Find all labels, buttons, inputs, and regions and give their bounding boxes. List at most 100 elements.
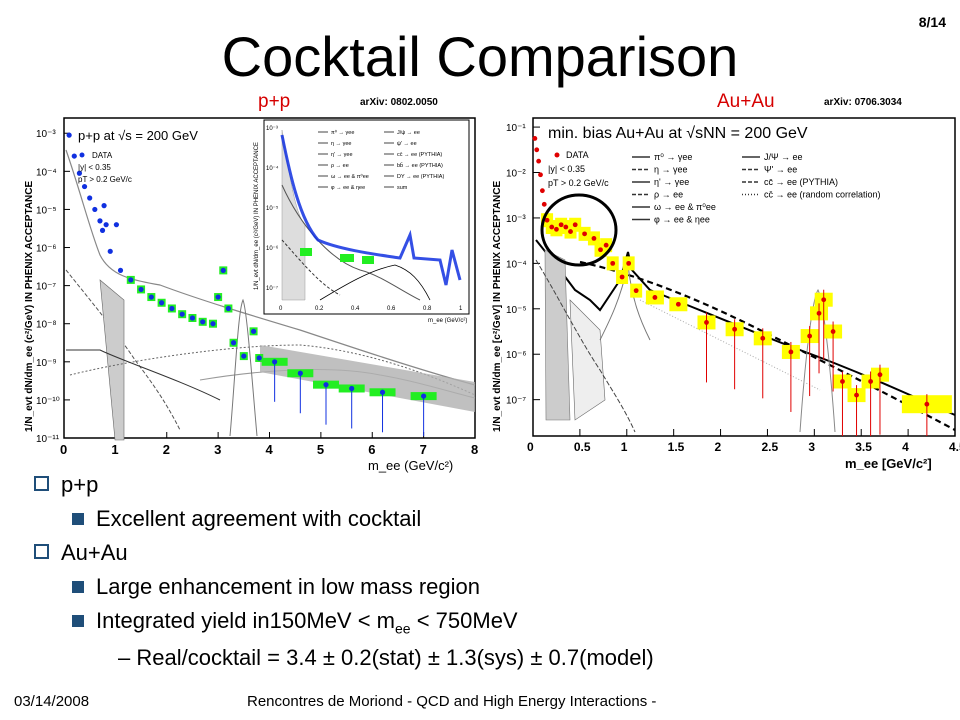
pp-insert-x-tick-label: 0	[279, 306, 283, 312]
auau-data-point	[821, 297, 827, 303]
pp-insert-data	[280, 134, 462, 286]
pp-legend-pt: pT > 0.2 GeV/c	[78, 175, 132, 184]
pp-data-point	[241, 353, 247, 359]
filled-square-bullet-icon	[72, 513, 84, 525]
open-square-bullet-icon	[34, 476, 49, 491]
pp-jpsi-curve	[229, 298, 258, 437]
auau-legend-label: Ψ' → ee	[764, 165, 797, 175]
auau-data-point	[732, 326, 738, 332]
page-number: 8/14	[918, 14, 946, 30]
pp-data-point	[215, 294, 221, 300]
pp-insert-legend-label: bb̄ → ee (PYTHIA)	[397, 162, 443, 169]
auau-data-point	[539, 188, 545, 194]
low-mass-circle	[540, 193, 618, 267]
pp-legend-data: DATA	[92, 151, 113, 160]
bullet-auau-sub2: Integrated yield in150MeV < mee < 750MeV	[72, 608, 518, 636]
pp-data-point	[179, 311, 185, 317]
pp-ylabel: 1/N_evt dN/dm_ee (c²/GeV) IN PHENIX ACCE…	[24, 181, 35, 432]
auau-legend-title: min. bias Au+Au at √sNN = 200 GeV	[548, 125, 808, 142]
auau-legend-y: |y| < 0.35	[548, 164, 585, 174]
pp-y-tick-label: 10⁻⁹	[36, 358, 57, 369]
auau-x-tick-label: 2	[715, 440, 722, 454]
pp-insert-x-tick-label: 0.6	[387, 306, 396, 312]
auau-x-tick-label: 0.5	[574, 440, 591, 454]
auau-data-point	[534, 147, 540, 153]
auau-data-point	[854, 392, 859, 398]
auau-random-curve	[639, 299, 821, 391]
pp-tag: p+p	[258, 91, 291, 112]
pp-data-point	[379, 389, 386, 395]
pp-data-point	[220, 267, 226, 273]
auau-x-tick-label: 3	[808, 440, 815, 454]
auau-y-tick-label: 10⁻⁷	[506, 396, 526, 407]
pp-eta-curve	[65, 269, 181, 431]
auau-arxiv: arXiv: 0706.3034	[824, 97, 902, 108]
auau-data-point	[924, 401, 930, 407]
bullet-auau-sub3-text: – Real/cocktail = 3.4 ± 0.2(stat) ± 1.3(…	[118, 645, 654, 670]
auau-data-point	[591, 235, 597, 241]
pp-data-point	[272, 359, 278, 365]
pp-insert-legend: π⁰ → γee η → γee η' → γee ρ → ee ω → ee & π⁰…	[318, 129, 444, 191]
auau-legend-pt: pT > 0.2 GeV/c	[548, 178, 609, 188]
bullet-auau-sub2-subscript: ee	[395, 620, 411, 637]
pp-data-point	[99, 227, 106, 233]
auau-legend-label: ω → ee & π⁰ee	[654, 202, 716, 212]
bullet-pp: p+p	[34, 472, 98, 498]
pp-insert: π⁰ → γee η → γee η' → γee ρ → ee ω → ee & π⁰…	[254, 119, 470, 324]
pp-charm-curve	[69, 344, 476, 396]
bullet-auau-sub1-text: Large enhancement in low mass region	[96, 574, 481, 599]
pp-x-tick-label: 6	[368, 442, 375, 457]
bullet-auau-sub2-post: < 750MeV	[410, 608, 518, 633]
pp-data-point	[421, 393, 427, 399]
pp-y-tick-label: 10⁻⁵	[36, 205, 57, 216]
pp-data-point	[148, 294, 154, 300]
pp-data-point	[92, 206, 98, 213]
pp-insert-xlabel: m_ee (GeV/c²)	[428, 318, 467, 324]
pp-x-tick-label: 3	[214, 442, 221, 457]
auau-data-point	[541, 201, 547, 207]
auau-data-point	[603, 242, 609, 248]
pp-insert-curve-b	[281, 239, 341, 296]
pp-data-point	[189, 315, 196, 321]
pp-insert-sys-3	[362, 256, 374, 264]
auau-omega-band	[544, 249, 571, 421]
auau-data-point	[760, 335, 766, 341]
pp-data-point	[349, 385, 355, 392]
auau-x-tick-label: 2.5	[761, 440, 778, 454]
pp-data-point	[128, 277, 134, 283]
bullet-auau: Au+Au	[34, 540, 128, 566]
pp-data-point	[76, 170, 83, 176]
pp-data-point	[210, 321, 216, 327]
footer-text: Rencontres de Moriond - QCD and High Ene…	[247, 693, 657, 710]
auau-legend-label: ρ → ee	[654, 190, 683, 200]
auau-legend-label: J/Ψ → ee	[764, 152, 803, 162]
auau-data-point	[704, 320, 709, 325]
auau-data-point	[877, 372, 883, 378]
pp-x-tick-label: 1	[111, 442, 118, 457]
pp-insert-legend-label: sum	[397, 185, 408, 191]
pp-data-point	[256, 355, 262, 361]
auau-jpsi-curve	[799, 288, 836, 433]
auau-legend-label: η' → γee	[654, 177, 689, 187]
auau-x-tick-label: 1	[621, 440, 628, 454]
pp-data-point	[81, 183, 88, 190]
filled-square-bullet-icon	[72, 581, 84, 593]
pp-legend-title: p+p at √s = 200 GeV	[78, 128, 198, 143]
pp-data-point	[107, 248, 113, 254]
bullet-auau-sub2-text: Integrated yield in150MeV < m	[96, 608, 396, 633]
auau-data-point	[549, 224, 555, 230]
pp-data-point	[230, 340, 237, 346]
pp-data-point	[103, 222, 109, 228]
pp-x-tick-label: 4	[266, 442, 274, 457]
auau-data-point	[568, 229, 573, 234]
pp-insert-y-tick-label: 10⁻⁷	[266, 285, 278, 292]
pp-x-tick-label: 0	[60, 442, 67, 457]
pp-x-tick-label: 8	[471, 442, 478, 457]
auau-data-point	[868, 379, 873, 384]
pp-insert-legend-label: cc̄ → ee (PYTHIA)	[397, 152, 442, 158]
pp-insert-legend-label: DY → ee (PYTHIA)	[397, 174, 444, 180]
pp-insert-legend-label: ρ → ee	[331, 163, 349, 169]
auau-legend-data: DATA	[566, 150, 589, 160]
auau-y-tick-label: 10⁻⁶	[506, 350, 527, 361]
pp-insert-y-tick-label: 10⁻³	[266, 126, 278, 132]
